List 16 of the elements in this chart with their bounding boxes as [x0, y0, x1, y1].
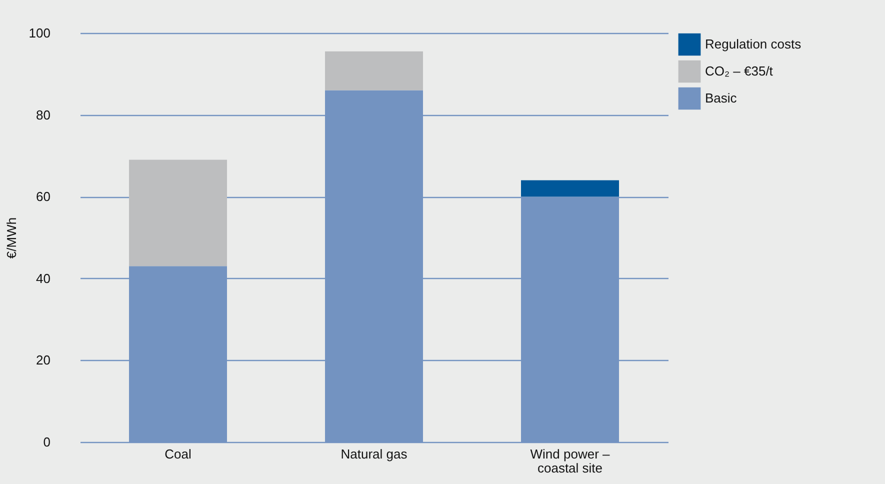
y-tick-label: 40 — [36, 270, 50, 286]
y-tick-label: 100 — [28, 26, 50, 40]
y-axis-title: €/MWh — [4, 217, 19, 259]
y-tick-label: 0 — [43, 434, 50, 450]
y-tick-label: 80 — [36, 107, 50, 122]
legend-label: Basic — [705, 90, 738, 106]
x-tick-label: Coal — [164, 446, 192, 462]
x-tick-label: Natural gas — [340, 446, 408, 462]
y-tick-label: 60 — [36, 189, 50, 204]
bar — [325, 51, 423, 90]
legend-label: CO₂ – €35/t — [705, 64, 774, 78]
bar — [521, 180, 619, 197]
legend-label: Regulation costs — [705, 36, 802, 52]
bar — [129, 160, 227, 266]
x-tick-label: Wind power – coastal site — [530, 446, 611, 476]
y-tick-label: 20 — [36, 352, 50, 368]
